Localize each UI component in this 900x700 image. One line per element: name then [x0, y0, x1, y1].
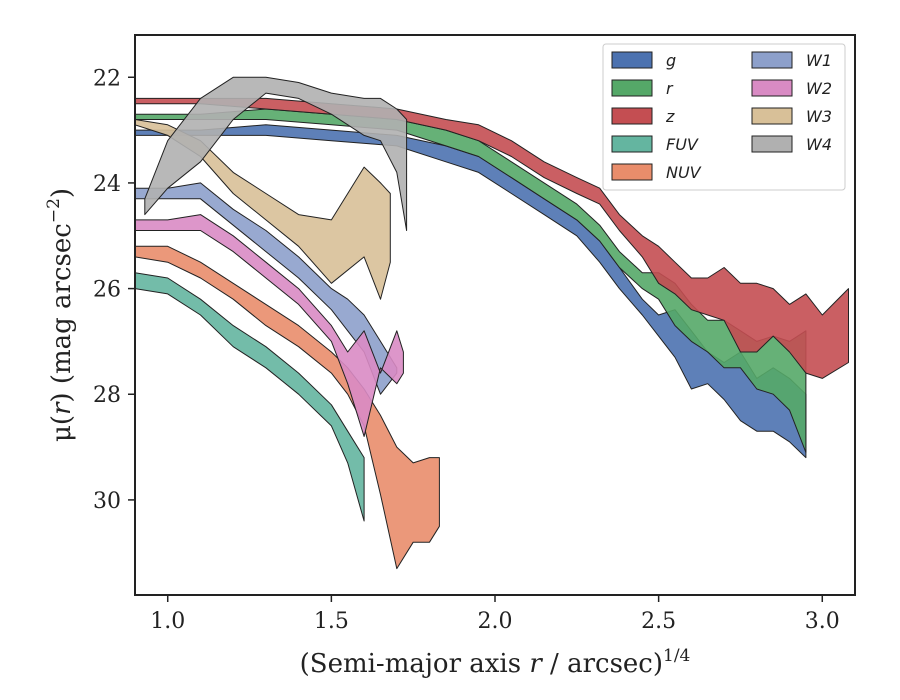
- legend-label-g: g: [666, 51, 676, 70]
- y-tick-label: 28: [93, 383, 121, 408]
- band-w4: [144, 76, 408, 231]
- legend-swatch-w1: [751, 51, 793, 69]
- legend-swatch-w2: [751, 79, 793, 97]
- band-z: [135, 97, 849, 379]
- y-axis-label: μ(r) (mag arcsec−2): [44, 188, 77, 442]
- legend-swatch-w3: [751, 107, 793, 125]
- y-tick-label: 30: [93, 489, 121, 514]
- x-tick-label: 2.5: [641, 609, 676, 634]
- x-tick-label: 1.0: [150, 609, 185, 634]
- legend-swatch-r: [611, 79, 653, 97]
- legend: grz FUV NUV W1 W2 W3 W4: [602, 43, 846, 191]
- legend-swatch-z: [611, 107, 653, 125]
- legend-label-fuv: FUV: [666, 135, 699, 154]
- y-tick-label: 24: [93, 172, 121, 197]
- x-tick-label: 3.0: [805, 609, 840, 634]
- y-axis-ticks: 22 24 26 28 30: [93, 66, 135, 514]
- band-r: [135, 108, 807, 453]
- legend-swatch-g: [611, 51, 653, 69]
- band-w3: [135, 119, 391, 300]
- x-tick-label: 1.5: [314, 609, 349, 634]
- legend-swatch-fuv: [611, 135, 653, 153]
- legend-label-z: z: [665, 107, 675, 126]
- x-axis-ticks: 1.0 1.5 2.0 2.5 3.0: [150, 595, 840, 634]
- series-bands: [135, 76, 849, 570]
- y-tick-label: 22: [93, 66, 121, 91]
- legend-swatch-w4: [751, 135, 793, 153]
- legend-swatch-nuv: [611, 163, 653, 181]
- legend-label-w2: W2: [806, 79, 832, 98]
- legend-label-w1: W1: [806, 51, 832, 70]
- legend-label-nuv: NUV: [666, 163, 702, 182]
- legend-label-w4: W4: [806, 135, 832, 154]
- x-axis-label: (Semi-major axis r / arcsec)1/4: [300, 646, 691, 679]
- band-w2: [135, 214, 404, 437]
- x-tick-label: 2.0: [478, 609, 513, 634]
- legend-label-r: r: [666, 79, 674, 98]
- band-fuv: [135, 272, 365, 522]
- band-nuv: [135, 245, 440, 570]
- legend-label-w3: W3: [806, 107, 832, 126]
- y-tick-label: 26: [93, 278, 121, 303]
